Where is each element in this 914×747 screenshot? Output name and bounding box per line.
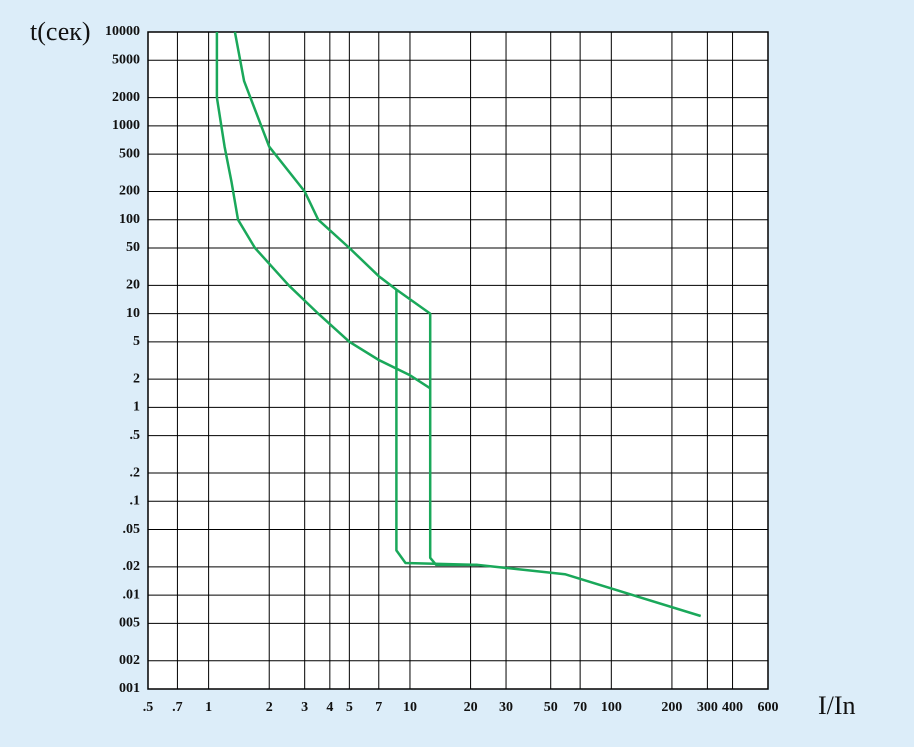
plot-area xyxy=(148,32,768,689)
x-axis-label: I/In xyxy=(818,691,856,720)
x-tick-label: 5 xyxy=(346,700,353,715)
y-tick-label: .05 xyxy=(123,522,141,537)
x-tick-label: 3 xyxy=(301,700,308,715)
x-tick-label: .7 xyxy=(172,700,183,715)
x-tick-label: 20 xyxy=(464,700,478,715)
y-tick-label: 1000 xyxy=(112,118,140,133)
x-tick-label: 10 xyxy=(403,700,417,715)
x-tick-label: 300 xyxy=(697,700,718,715)
x-tick-label: 30 xyxy=(499,700,513,715)
y-axis-label: t(сек) xyxy=(30,17,91,46)
y-tick-label: 002 xyxy=(119,653,140,668)
y-tick-label: .5 xyxy=(130,428,141,443)
x-tick-label: 50 xyxy=(544,700,558,715)
x-tick-label: 400 xyxy=(722,700,743,715)
y-tick-label: .1 xyxy=(130,494,141,509)
x-tick-label: 100 xyxy=(601,700,622,715)
y-tick-label: 500 xyxy=(119,146,140,161)
y-tick-label: 5 xyxy=(133,334,140,349)
y-tick-label: 100 xyxy=(119,212,140,227)
plot-frame xyxy=(147,31,769,690)
y-tick-label: .02 xyxy=(123,559,141,574)
y-tick-label: 1 xyxy=(133,400,140,415)
y-tick-label: 10000 xyxy=(105,24,140,39)
y-tick-label: .2 xyxy=(130,465,141,480)
x-tick-label: 70 xyxy=(573,700,587,715)
x-tick-label: 600 xyxy=(758,700,779,715)
x-tick-label: 4 xyxy=(326,700,333,715)
y-tick-label: 005 xyxy=(119,616,140,631)
x-tick-label: 2 xyxy=(266,700,273,715)
y-tick-label: 20 xyxy=(126,278,140,293)
y-tick-label: 200 xyxy=(119,184,140,199)
curve xyxy=(395,289,478,567)
curve xyxy=(215,32,431,390)
x-tick-label: 1 xyxy=(205,700,212,715)
x-tick-label: 7 xyxy=(375,700,382,715)
y-tick-label: 50 xyxy=(126,240,140,255)
y-tick-label: .01 xyxy=(123,587,141,602)
y-tick-label: 2 xyxy=(133,371,140,386)
y-tick-label: 001 xyxy=(119,681,140,696)
y-tick-label: 5000 xyxy=(112,52,140,67)
y-tick-label: 10 xyxy=(126,306,140,321)
y-tick-label: 2000 xyxy=(112,90,140,105)
x-tick-label: 200 xyxy=(661,700,682,715)
x-tick-label: .5 xyxy=(143,700,154,715)
